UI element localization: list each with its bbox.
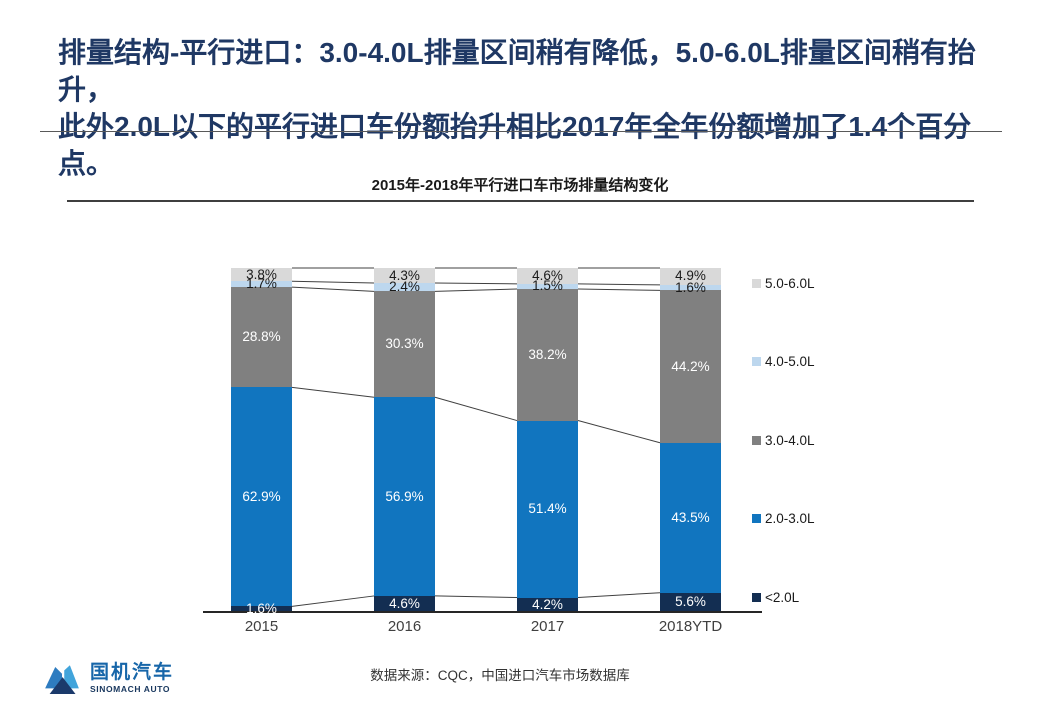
bar-segment — [660, 442, 721, 593]
legend-item: 2.0-3.0L — [752, 511, 815, 526]
chart-plot-area: 1.6% 62.9% 28.8% 1.7% 3.8% 4.6% 56.9% 30.3% 2.4%… — [203, 266, 762, 616]
bar-segment — [517, 283, 578, 289]
bar-segment — [231, 287, 292, 388]
bar-segment — [660, 592, 721, 612]
bar-segment — [374, 291, 435, 398]
bar-segment — [231, 387, 292, 607]
bar-segment-label: 62.9% — [242, 488, 281, 504]
bar-segment — [517, 420, 578, 598]
slide-title-line1: 排量结构-平行进口：3.0-4.0L排量区间稍有降低，5.0-6.0L排量区间稍… — [58, 37, 976, 105]
bar-segment — [660, 284, 721, 291]
connector-line — [291, 286, 375, 292]
bar-segment-label: 4.3% — [389, 267, 420, 283]
legend-label: 3.0-4.0L — [765, 432, 815, 448]
bar-segment-label: 1.5% — [532, 278, 563, 294]
bar-segment-label: 44.2% — [671, 358, 710, 374]
bar-segment — [517, 268, 578, 284]
connector-line — [434, 282, 518, 285]
bar-segment — [517, 289, 578, 421]
bar-segment-label: 3.8% — [246, 266, 277, 282]
legend-swatch — [752, 592, 761, 602]
title-divider-line — [40, 131, 1002, 132]
connector-line — [577, 283, 661, 286]
chart-title: 2015年-2018年平行进口车市场排量结构变化 — [371, 177, 669, 194]
connector-line — [291, 386, 375, 398]
connector-line — [434, 595, 518, 599]
connector-line — [434, 288, 518, 292]
bar-segment — [374, 397, 435, 596]
bar-segment-label: 4.2% — [532, 596, 563, 612]
logo-text: 国机汽车 SINOMACH AUTO — [90, 662, 174, 694]
data-source-note: 数据来源：CQC，中国进口汽车市场数据库 — [370, 668, 630, 683]
bar-segment-label: 1.6% — [246, 601, 277, 617]
bar-segment-label: 4.9% — [675, 268, 706, 284]
connector-line — [291, 280, 375, 284]
connector-line — [577, 420, 661, 444]
sinomach-logo-icon — [45, 665, 79, 694]
legend-item: <2.0L — [752, 589, 800, 605]
bar-segment-label: 38.2% — [528, 346, 567, 362]
connector-line — [577, 592, 661, 599]
bar-segment-label: 43.5% — [671, 509, 710, 525]
bar-segment — [374, 283, 435, 292]
connector-line — [291, 595, 375, 607]
legend-label: 4.0-5.0L — [765, 354, 815, 369]
bar-segment — [231, 606, 292, 612]
legend-item: 4.0-5.0L — [752, 354, 815, 369]
bar-segment — [660, 268, 721, 285]
x-axis-label: 2018YTD — [658, 618, 723, 635]
bar-segment — [374, 268, 435, 284]
x-axis-label: 2016 — [387, 618, 422, 635]
bar-segment — [231, 268, 292, 282]
legend-label: <2.0L — [765, 589, 800, 605]
bar-segment-label: 30.3% — [385, 336, 424, 352]
bar-segment-label: 1.7% — [246, 276, 277, 292]
chart-title-underline — [67, 200, 974, 202]
legend-label: 5.0-6.0L — [765, 275, 815, 291]
connector-line — [434, 396, 518, 422]
legend-item: 3.0-4.0L — [752, 432, 815, 448]
bar-segment — [660, 290, 721, 443]
connector-line — [577, 288, 661, 291]
company-logo: 国机汽车 SINOMACH AUTO — [44, 662, 174, 700]
bar-segment-label: 4.6% — [389, 595, 420, 611]
legend-label: 2.0-3.0L — [765, 511, 815, 526]
logo-name-cn: 国机汽车 — [90, 662, 175, 683]
x-axis-label: 2015 — [244, 618, 279, 635]
bar-segment-label: 1.6% — [675, 279, 706, 295]
bar-segment-label: 5.6% — [675, 594, 706, 610]
bar-segment-label: 56.9% — [385, 488, 424, 504]
legend-swatch — [752, 514, 761, 523]
legend-swatch — [752, 278, 761, 288]
bar-segment — [517, 597, 578, 612]
bar-segment — [231, 281, 292, 288]
bar-segment-label: 4.6% — [532, 267, 563, 283]
slide-title-line2: 此外2.0L以下的平行进口车份额抬升相比2017年全年份额增加了1.4个百分点。 — [58, 111, 972, 179]
bar-segment-label: 51.4% — [528, 501, 567, 517]
legend-item: 5.0-6.0L — [752, 275, 815, 291]
bar-segment-label: 2.4% — [389, 279, 420, 295]
bar-segment-label: 28.8% — [242, 329, 281, 345]
legend-swatch — [752, 435, 761, 445]
bar-segment — [374, 595, 435, 612]
x-axis-label: 2017 — [530, 618, 565, 635]
slide-title: 排量结构-平行进口：3.0-4.0L排量区间稍有降低，5.0-6.0L排量区间稍… — [58, 34, 1023, 182]
chart-lines-layer — [203, 267, 762, 613]
logo-name-en: SINOMACH AUTO — [90, 684, 171, 694]
legend-swatch — [752, 357, 761, 366]
